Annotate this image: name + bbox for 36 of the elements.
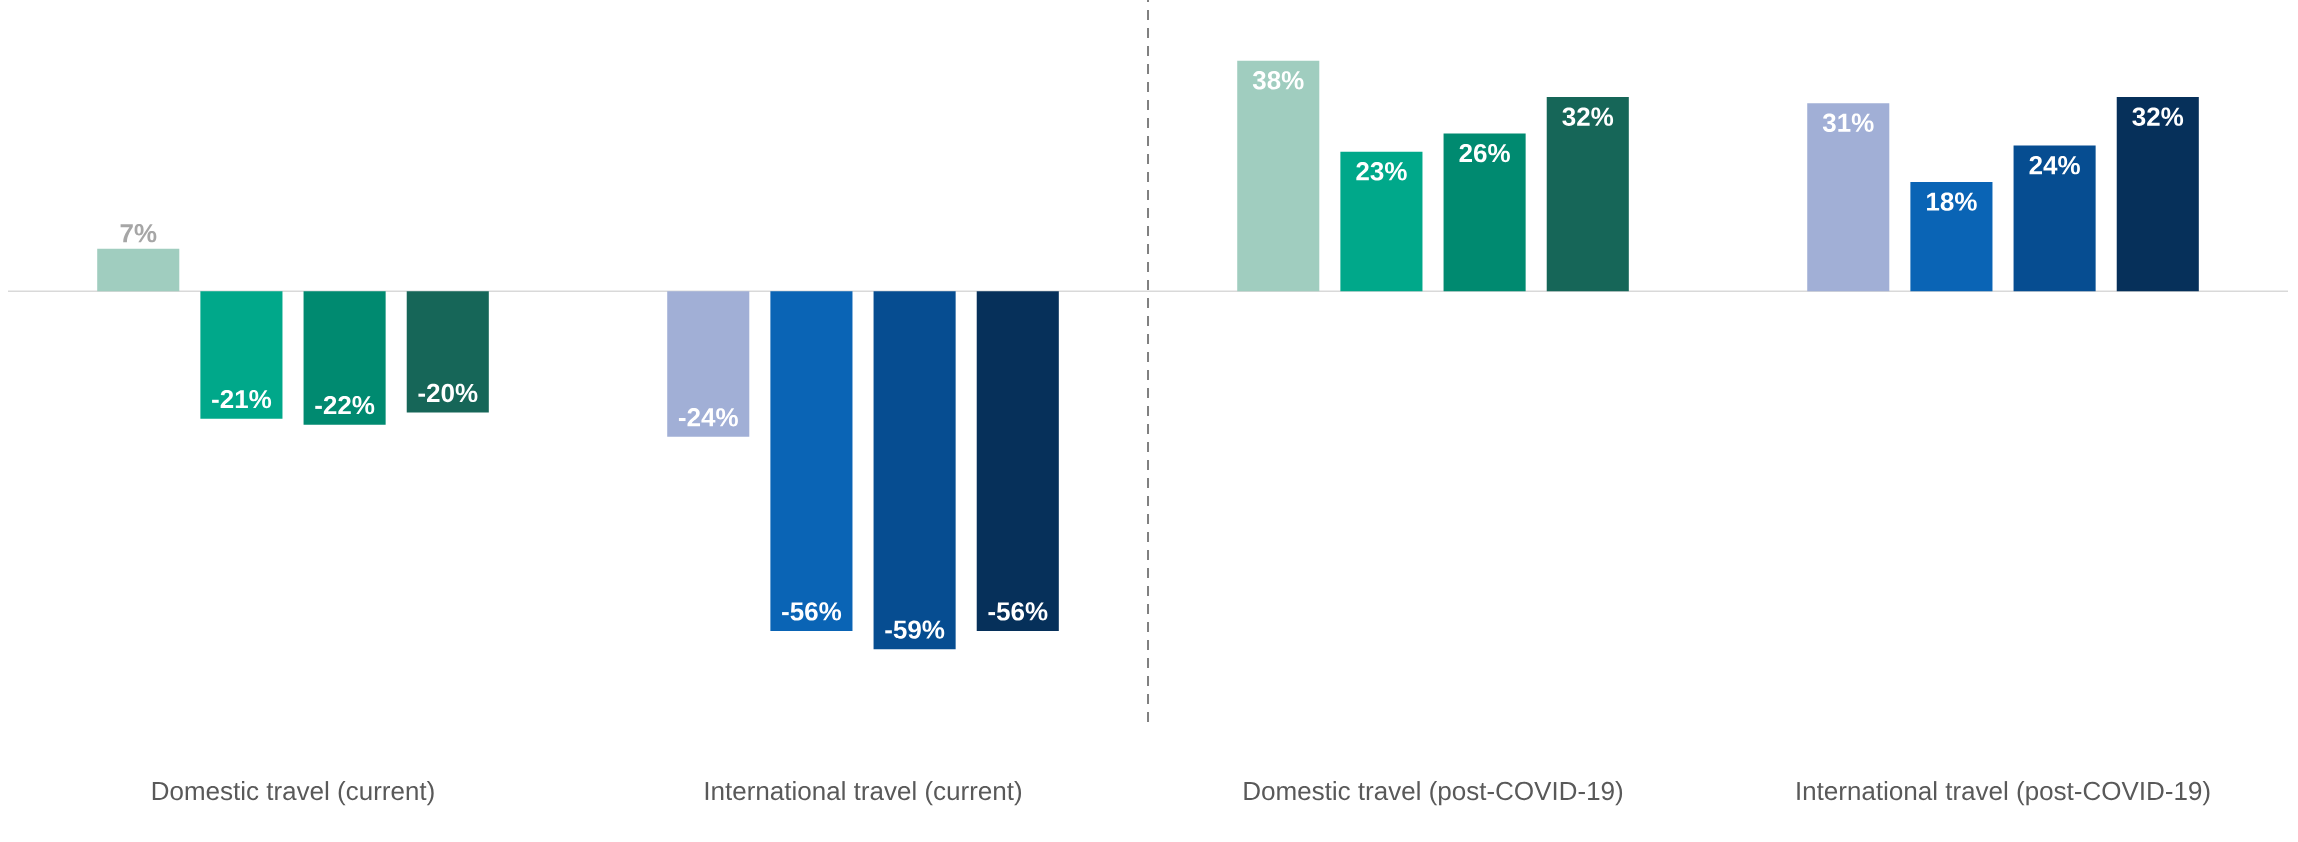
bar [2013,145,2096,292]
data-label: 31% [1822,113,1874,132]
data-label: -20% [418,383,478,403]
data-label: 7% [120,224,157,243]
bar [873,291,956,650]
x-tick-label: Domestic travel (post-COVID-19) [1244,781,1623,806]
data-label: 18% [1927,192,1977,211]
bar [1807,103,1890,292]
bar [976,291,1059,631]
x-tick-label: Domestic travel (current) [152,781,434,806]
data-label: 32% [1562,107,1614,126]
bar [2116,97,2199,292]
bar [1237,60,1320,292]
x-tick-label: International travel (post-COVID-19) [1797,781,2210,806]
bar [303,291,386,425]
bar [1340,151,1423,292]
data-label: -59% [885,620,945,639]
data-label: 32% [2132,107,2184,126]
bar [1443,133,1526,292]
data-label: -22% [315,395,375,415]
x-tick-label: International travel (current) [705,781,1022,806]
data-label: -21% [212,389,272,409]
data-label: 38% [1252,71,1304,90]
bar [97,248,180,292]
bar [1546,97,1629,292]
data-label: 26% [1459,143,1510,163]
data-label: -24% [678,408,738,427]
bar [667,291,750,437]
bar [1910,182,1993,292]
data-label: -56% [988,602,1048,621]
bar [406,291,489,413]
data-label: -56% [782,602,842,621]
data-label: 24% [2029,156,2080,175]
bar [770,291,853,631]
bar [200,291,283,419]
data-label: 23% [1356,162,1407,181]
